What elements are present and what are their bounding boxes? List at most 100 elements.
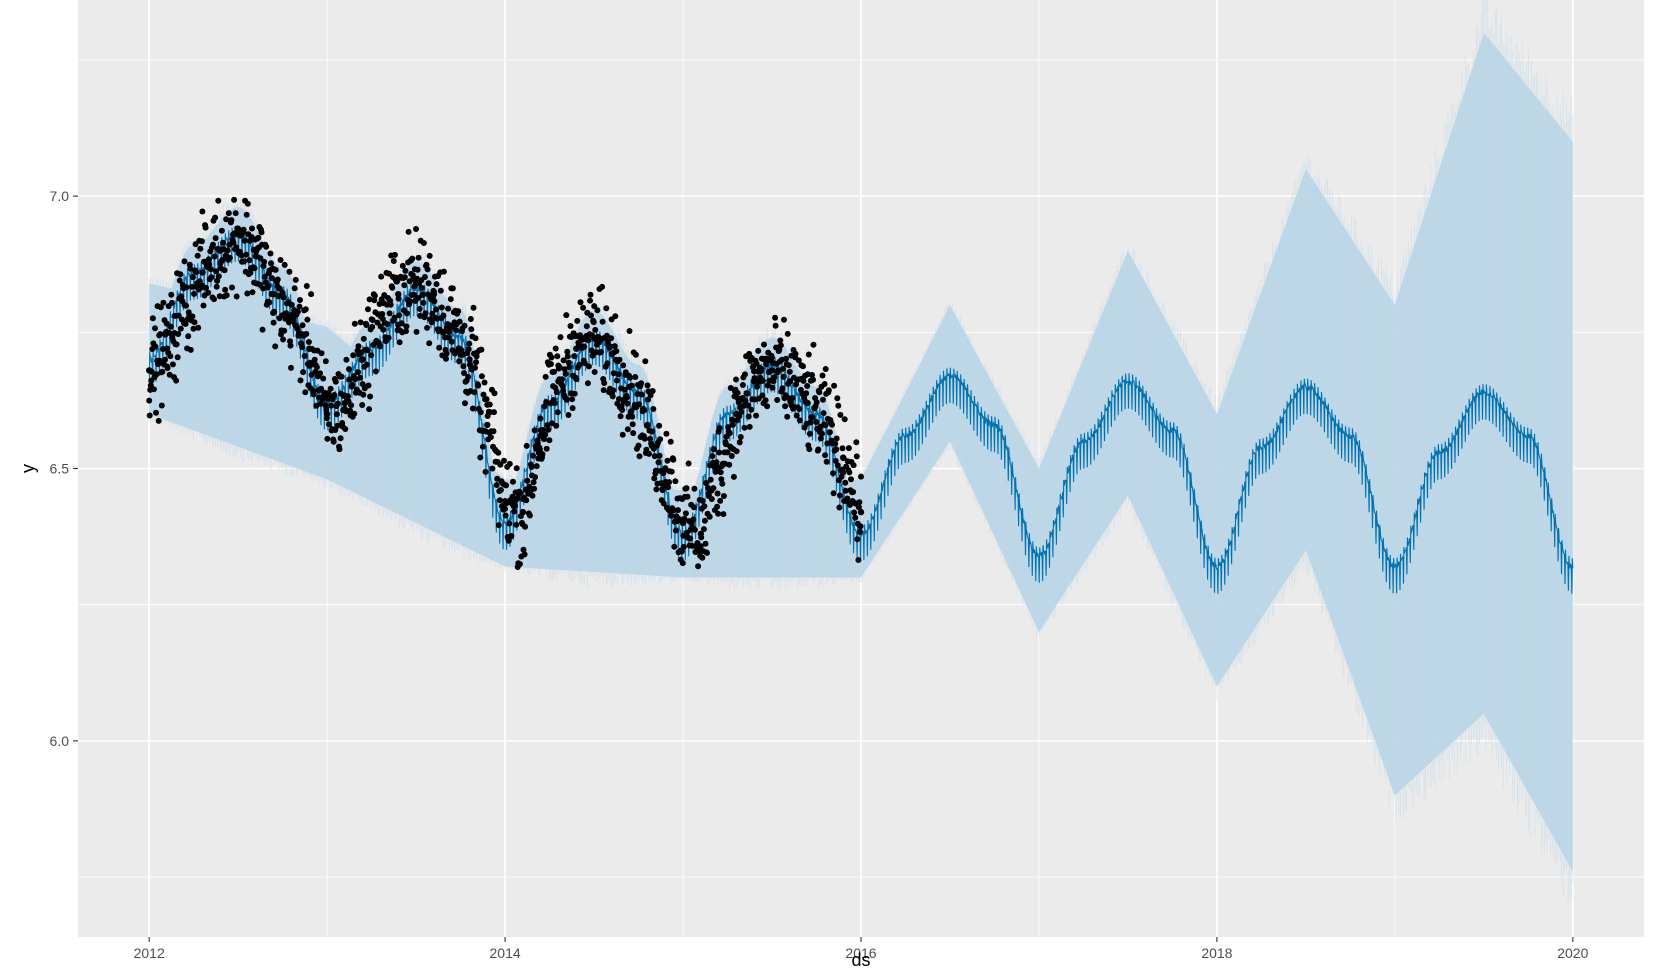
observed-point [274,276,281,283]
observed-point [364,347,371,354]
observed-point [813,419,820,425]
observed-point [709,453,716,460]
observed-point [395,295,402,302]
observed-point [517,513,524,520]
observed-point [257,255,264,262]
observed-point [327,385,334,392]
observed-point [146,412,153,419]
observed-point [755,347,762,354]
observed-point [312,368,319,375]
observed-point [681,515,688,522]
observed-point [729,416,736,423]
observed-point [225,210,232,217]
observed-point [255,234,262,241]
x-tick-label: 2012 [134,945,165,961]
observed-point [183,302,190,309]
observed-point [233,293,240,300]
observed-point [560,357,567,364]
observed-point [416,305,423,312]
observed-point [433,281,440,288]
observed-point [823,458,830,465]
observed-point [737,434,744,440]
observed-point [146,397,153,404]
observed-point [195,324,202,331]
observed-point [672,527,679,534]
observed-point [288,364,294,371]
observed-point [297,377,304,384]
observed-point [249,225,255,232]
observed-point [394,278,400,285]
observed-point [672,478,679,485]
observed-point [665,484,671,491]
observed-point [627,374,634,381]
observed-point [158,402,165,409]
observed-point [355,369,361,376]
observed-point [270,319,277,326]
observed-point [271,308,278,315]
observed-point [429,310,436,317]
observed-point [718,476,725,483]
observed-point [600,387,607,394]
observed-point [491,390,498,397]
observed-point [479,443,486,450]
observed-point [725,424,732,431]
observed-point [776,346,783,353]
observed-point [629,421,636,428]
observed-point [716,425,723,431]
observed-point [433,306,439,313]
observed-point [359,402,366,408]
observed-point [384,321,391,328]
observed-point [764,382,771,389]
observed-point [806,430,813,437]
observed-point [635,442,642,449]
observed-point [324,435,331,442]
observed-point [291,285,298,292]
observed-point [238,252,245,259]
observed-point [585,363,592,370]
observed-point [544,422,551,429]
observed-point [642,358,649,365]
observed-point [822,452,829,459]
observed-point [589,352,596,359]
y-tick-label: 7.0 [50,188,70,204]
observed-point [503,482,510,489]
x-tick-label: 2018 [1201,945,1232,961]
observed-point [649,388,656,394]
observed-point [768,354,775,361]
observed-point [346,366,352,373]
observed-point [780,373,787,380]
observed-point [594,307,601,314]
observed-point [819,430,825,437]
observed-point [421,274,428,280]
observed-point [318,350,325,357]
observed-point [748,406,755,413]
observed-point [391,251,398,258]
observed-point [241,258,248,265]
observed-point [551,400,558,407]
observed-point [566,364,573,371]
observed-point [280,294,287,301]
observed-point [281,327,288,334]
observed-point [200,302,207,309]
observed-point [667,438,674,445]
observed-point [628,382,635,389]
observed-point [842,479,849,486]
observed-point [554,409,561,416]
observed-point [199,269,206,276]
observed-point [210,241,216,248]
observed-point [793,412,800,419]
observed-point [784,330,791,337]
observed-point [837,411,844,418]
observed-point [286,268,293,275]
observed-point [710,485,717,492]
observed-point [777,342,784,349]
observed-point [261,273,268,280]
observed-point [231,196,238,203]
observed-point [490,428,497,435]
observed-point [546,437,553,444]
observed-point [701,517,708,524]
observed-point [502,505,509,512]
observed-point [426,252,433,259]
observed-point [419,291,426,298]
